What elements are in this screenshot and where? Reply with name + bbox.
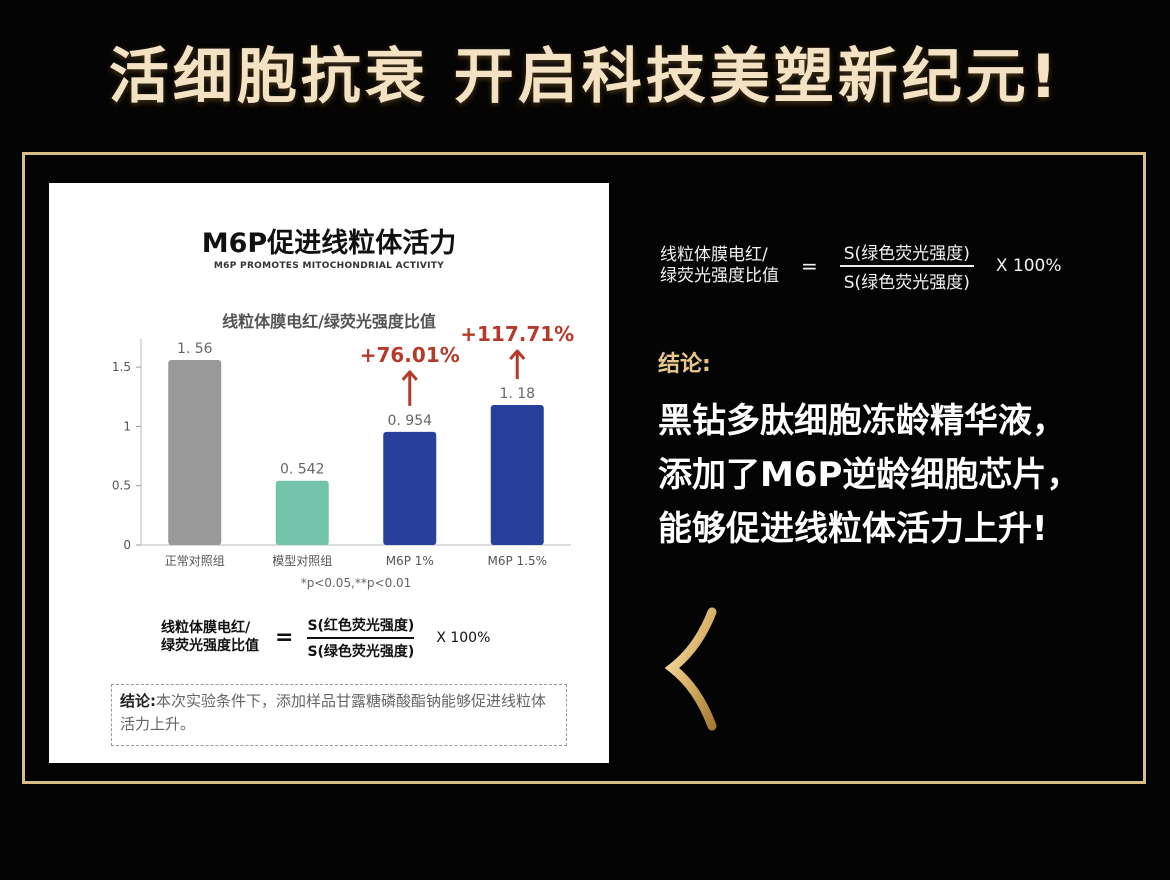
conclusion-heading: 结论: [658, 352, 711, 377]
page-headline: 活细胞抗衰 开启科技美塑新纪元! [108, 42, 1062, 112]
y-tick-label: 1 [123, 419, 131, 433]
up-arrow-head [401, 370, 418, 381]
formula-label: 线粒体膜电红/ 绿荧光强度比值 [161, 620, 259, 655]
formula-label-line2: 绿荧光强度比值 [161, 637, 259, 654]
formula-fraction: S(红色荧光强度) S(绿色荧光强度) [307, 613, 415, 663]
bar [383, 431, 437, 545]
significance-footnote: *p<0.05,**p<0.01 [301, 576, 412, 590]
panel-subtitle: M6P PROMOTES MITOCHONDRIAL ACTIVITY [213, 261, 445, 271]
increase-annotation: +117.71% [460, 322, 574, 346]
y-tick-label: 1.5 [112, 360, 131, 374]
right-formula-label-line2: 绿荧光强度比值 [660, 265, 779, 286]
conclusion-line-1: 黑钻多肽细胞冻龄精华液， [658, 401, 1066, 441]
panel-conclusion: 结论:本次实验条件下，添加样品甘露糖磷酸酯钠能够促进线粒体活力上升。 [111, 684, 567, 746]
right-formula-label: 线粒体膜电红/ 绿荧光强度比值 [660, 245, 779, 288]
panel-title: M6P促进线粒体活力 [201, 228, 457, 259]
x-tick-label: M6P 1.5% [487, 554, 547, 568]
right-formula-equals: = [801, 253, 818, 278]
bar [490, 405, 544, 545]
right-fraction-line [839, 265, 974, 267]
x-tick-label: 模型对照组 [272, 554, 332, 568]
chart-title: 线粒体膜电红/绿荧光强度比值 [222, 312, 436, 331]
bar-chart: 线粒体膜电红/绿荧光强度比值 0 0.5 1 1.5 1. 56 正常对照组 0. 542 模型… [112, 312, 574, 590]
formula-denominator: S(绿色荧光强度) [307, 643, 415, 660]
bar-value-label: 1. 56 [177, 341, 213, 357]
conclusion-body: 黑钻多肽细胞冻龄精华液， 添加了M6P逆龄细胞芯片， 能够促进线粒体活力上升! [658, 394, 1128, 556]
y-tick-label: 0.5 [112, 479, 131, 493]
right-formula-label-line1: 线粒体膜电红/ [660, 244, 768, 265]
bar [168, 359, 222, 545]
up-arrow-head [509, 349, 526, 361]
fraction-line [307, 637, 415, 639]
bar-value-label: 0. 954 [387, 413, 432, 429]
right-formula-fraction: S(绿色荧光强度) S(绿色荧光强度) [839, 238, 974, 294]
increase-annotation: +76.01% [360, 343, 460, 367]
right-formula: 线粒体膜电红/ 绿荧光强度比值 = S(绿色荧光强度) S(绿色荧光强度) X … [660, 238, 1061, 294]
formula-times: X 100% [436, 629, 491, 646]
conclusion-line-3: 能够促进线粒体活力上升! [658, 509, 1048, 549]
formula-label-line1: 线粒体膜电红/ [161, 620, 251, 637]
x-tick-label: 正常对照组 [165, 554, 225, 568]
y-tick-label: 0 [123, 538, 131, 552]
panel-conclusion-text: 本次实验条件下，添加样品甘露糖磷酸酯钠能够促进线粒体活力上升。 [120, 692, 547, 733]
right-formula-denominator: S(绿色荧光强度) [843, 272, 970, 293]
formula-numerator: S(红色荧光强度) [307, 618, 415, 634]
panel-formula: 线粒体膜电红/ 绿荧光强度比值 = S(红色荧光强度) S(绿色荧光强度) X … [161, 613, 490, 663]
bar [275, 480, 329, 545]
chart-panel: M6P促进线粒体活力 M6P PROMOTES MITOCHONDRIAL AC… [49, 183, 609, 763]
conclusion-line-2: 添加了M6P逆龄细胞芯片， [658, 455, 1081, 495]
right-formula-numerator: S(绿色荧光强度) [843, 244, 970, 264]
formula-equals: = [275, 625, 294, 651]
left-arrow-icon [664, 607, 799, 731]
bar-value-label: 1. 18 [499, 386, 535, 402]
panel-conclusion-label: 结论: [120, 692, 156, 710]
bar-value-label: 0. 542 [280, 462, 325, 478]
right-formula-times: X 100% [995, 255, 1062, 276]
gold-frame [22, 152, 1146, 784]
x-tick-label: M6P 1% [386, 554, 434, 568]
